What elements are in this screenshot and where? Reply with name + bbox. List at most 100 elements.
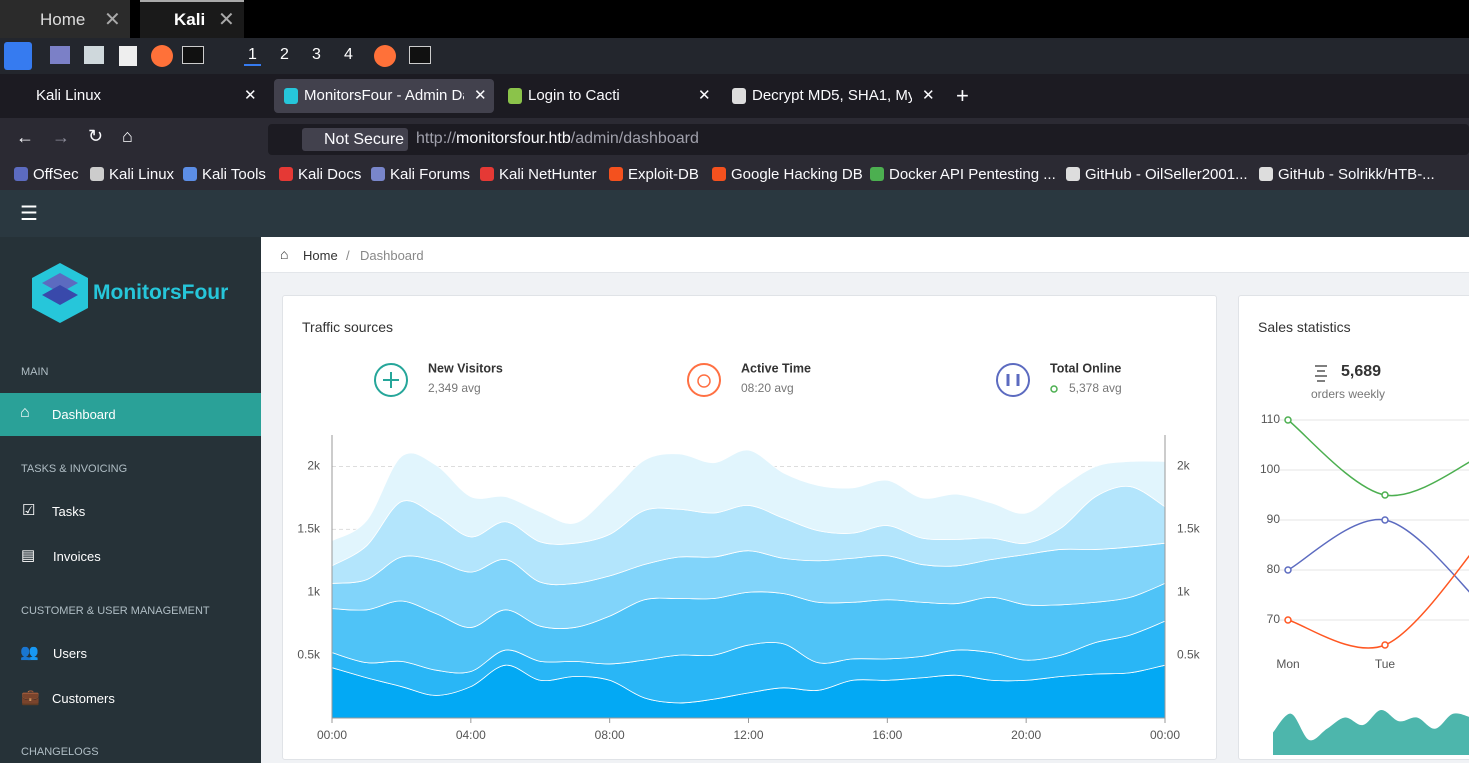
icon[interactable]: [151, 45, 173, 67]
new-tab[interactable]: +: [956, 83, 969, 108]
bookmark[interactable]: GitHub - Solrikk/HTB-...: [1278, 166, 1435, 183]
x-tick-label: 16:00: [872, 728, 902, 742]
x-tick-label: 08:00: [595, 728, 625, 742]
icon[interactable]: [374, 45, 396, 67]
nav-item[interactable]: 💼 Customers: [21, 689, 115, 706]
tab-close[interactable]: ✕: [244, 87, 257, 104]
browser-tab[interactable]: Kali Linux ✕: [36, 79, 264, 113]
bookmark[interactable]: Kali Docs: [298, 166, 362, 183]
browser-tab[interactable]: Login to Cacti ✕: [498, 79, 718, 113]
sidebar: MonitorsFour MAIN ⌂ Dashboard TASKS & INV…: [0, 237, 261, 763]
url-bar[interactable]: Not Secure http://monitorsfour.htb/admin…: [268, 124, 1469, 155]
tab-close[interactable]: ✕: [922, 87, 935, 104]
bookmark[interactable]: Exploit-DB: [628, 166, 699, 183]
nav-label: Tasks: [52, 504, 86, 519]
nav-item[interactable]: 👥 Users: [20, 644, 87, 661]
url-path: /admin/dashboard: [570, 130, 699, 147]
bookmark-icon: [1066, 167, 1080, 181]
bookmark[interactable]: Kali Linux: [109, 166, 175, 183]
close[interactable]: ✕: [218, 9, 235, 31]
browser-tab[interactable]: Decrypt MD5, SHA1, MySQ ✕: [722, 79, 942, 113]
bookmark-icon: [1259, 167, 1273, 181]
nav-item[interactable]: ☑ Tasks: [22, 502, 86, 519]
orders-label: orders weekly: [1311, 387, 1385, 401]
menu-toggle[interactable]: ☰: [20, 203, 38, 225]
stat-icon: [687, 363, 721, 397]
section-heading: CHANGELOGS: [21, 746, 99, 758]
crumb[interactable]: Home: [303, 248, 338, 263]
tab-icon: [732, 88, 746, 104]
point: [1381, 641, 1389, 649]
bookmark[interactable]: GitHub - OilSeller2001...: [1085, 166, 1248, 183]
workspace[interactable]: 4: [344, 46, 353, 63]
back[interactable]: ←: [16, 127, 34, 147]
tab-label: Decrypt MD5, SHA1, MySQ: [752, 87, 912, 104]
vm-tab[interactable]: Home ✕: [0, 0, 130, 38]
browser-tab[interactable]: MonitorsFour - Admin Da ✕: [274, 79, 494, 113]
bookmark[interactable]: Docker API Pentesting ...: [889, 166, 1056, 183]
forward[interactable]: →: [52, 127, 70, 147]
bookmark[interactable]: Google Hacking DB: [731, 166, 863, 183]
tab-close[interactable]: ✕: [474, 87, 487, 104]
y-tick-label: 1.5k: [297, 522, 321, 536]
point: [1284, 416, 1292, 424]
bookmark[interactable]: OffSec: [33, 166, 79, 183]
security-badge[interactable]: Not Secure: [302, 128, 408, 151]
bookmark-icon: [609, 167, 623, 181]
bookmark[interactable]: Kali Forums: [390, 166, 471, 183]
point: [1381, 516, 1389, 524]
workspace[interactable]: 3: [312, 46, 321, 63]
bookmark[interactable]: Kali Tools: [202, 166, 266, 183]
y-tick-label: 2k: [307, 459, 321, 473]
stat-value: 08:20 avg: [741, 381, 794, 395]
icon[interactable]: [182, 46, 204, 64]
stat-icon: [374, 363, 408, 397]
stat-icon: [697, 374, 711, 388]
icon[interactable]: [84, 46, 104, 64]
sales-sparkline: [1273, 709, 1469, 755]
icon[interactable]: [409, 46, 431, 64]
tab-strip: Kali Linux ✕ MonitorsFour - Admin Da ✕ Login…: [0, 74, 1469, 118]
bookmark-icon: [870, 167, 884, 181]
tab-close[interactable]: ✕: [698, 87, 711, 104]
workspace[interactable]: 2: [280, 46, 289, 63]
reload[interactable]: ↻: [88, 126, 104, 146]
stat-icon: [996, 363, 1030, 397]
nav-label: Users: [53, 646, 87, 661]
kali-panel: 1 2 3 4: [0, 38, 1469, 74]
workspace[interactable]: 1: [244, 46, 261, 66]
sales-chart: 70 80 90 100 110 Mon Tue: [1260, 412, 1469, 671]
vm-tab[interactable]: Kali ✕: [140, 0, 244, 38]
bookmark-icon: [90, 167, 104, 181]
tab-label: Kali: [174, 10, 206, 29]
stat-label: New Visitors: [428, 361, 503, 375]
nav-item[interactable]: ▤ Invoices: [21, 547, 101, 564]
orders-icon: [1315, 365, 1327, 382]
x-tick-label: 12:00: [733, 728, 763, 742]
brand: MonitorsFour: [93, 281, 229, 304]
home[interactable]: ⌂: [122, 126, 133, 146]
close[interactable]: ✕: [104, 9, 121, 31]
x-tick-label: Mon: [1276, 657, 1299, 671]
bookmark-icon: [279, 167, 293, 181]
bookmarks-bar: OffSec Kali Linux Kali Tools Kali Docs Kali …: [0, 160, 1469, 190]
section-heading: CUSTOMER & USER MANAGEMENT: [21, 605, 210, 617]
bookmark[interactable]: Kali NetHunter: [499, 166, 597, 183]
stat-label: Active Time: [741, 361, 811, 375]
menu-button[interactable]: [4, 42, 32, 70]
url-scheme: http://: [416, 130, 457, 147]
icon[interactable]: [50, 46, 70, 64]
app-header: ☰: [0, 190, 1469, 237]
nav-item[interactable]: ⌂ Dashboard: [0, 393, 261, 436]
section-heading: MAIN: [21, 366, 49, 378]
tab-icon: [284, 88, 298, 104]
bookmark-icon: [371, 167, 385, 181]
area: [1273, 709, 1469, 755]
x-tick-label: 20:00: [1011, 728, 1041, 742]
url-host: monitorsfour.htb: [456, 130, 571, 147]
nav-label: Dashboard: [52, 407, 116, 422]
x-tick-label: Tue: [1375, 657, 1396, 671]
icon[interactable]: [119, 46, 137, 66]
sales-card: Sales statistics: [1238, 295, 1469, 760]
